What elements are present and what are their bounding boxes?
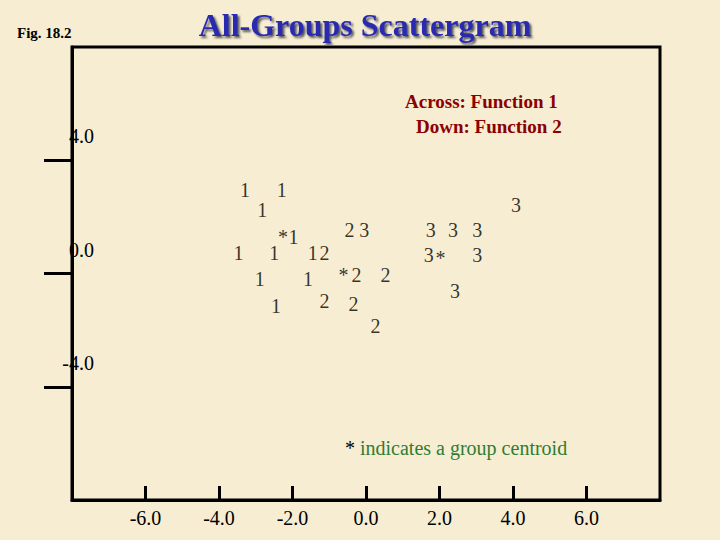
- svg-text:3: 3: [472, 244, 482, 266]
- svg-text:Fig. 18.2: Fig. 18.2: [17, 25, 72, 41]
- svg-text:2: 2: [349, 293, 359, 315]
- svg-text:3: 3: [359, 219, 369, 241]
- svg-text:indicates a group centroid: indicates a group centroid: [355, 437, 567, 460]
- svg-text:*: *: [278, 226, 288, 248]
- svg-text:2.0: 2.0: [427, 507, 452, 529]
- svg-text:-2.0: -2.0: [277, 507, 309, 529]
- svg-text:2: 2: [344, 219, 354, 241]
- svg-text:3: 3: [450, 280, 460, 302]
- svg-text:3: 3: [448, 219, 458, 241]
- svg-text:1: 1: [308, 242, 318, 264]
- svg-text:1: 1: [257, 199, 267, 221]
- svg-text:1: 1: [289, 226, 299, 248]
- svg-text:*: *: [339, 264, 349, 286]
- svg-text:6.0: 6.0: [574, 507, 599, 529]
- svg-text:2: 2: [319, 290, 329, 312]
- svg-text:All-Groups Scattergram: All-Groups Scattergram: [199, 7, 532, 43]
- svg-text:2: 2: [371, 315, 381, 337]
- svg-text:0.0: 0.0: [354, 507, 379, 529]
- svg-text:-6.0: -6.0: [130, 507, 162, 529]
- svg-text:0.0: 0.0: [69, 239, 94, 261]
- svg-text:2: 2: [319, 242, 329, 264]
- svg-text:1: 1: [303, 268, 313, 290]
- svg-text:*: *: [436, 247, 446, 269]
- svg-text:1: 1: [240, 179, 250, 201]
- svg-text:2: 2: [351, 264, 361, 286]
- svg-text:4.0: 4.0: [501, 507, 526, 529]
- svg-text:3: 3: [426, 219, 436, 241]
- svg-text:3: 3: [511, 194, 521, 216]
- svg-text:*: *: [345, 437, 355, 459]
- svg-text:3: 3: [424, 244, 434, 266]
- svg-text:1: 1: [255, 268, 265, 290]
- svg-text:Down: Function 2: Down: Function 2: [416, 116, 562, 137]
- svg-text:-4.0: -4.0: [62, 352, 94, 374]
- svg-text:-4.0: -4.0: [203, 507, 235, 529]
- svg-text:1: 1: [271, 295, 281, 317]
- svg-text:Across: Function 1: Across: Function 1: [405, 91, 558, 112]
- svg-text:1: 1: [233, 242, 243, 264]
- svg-text:2: 2: [380, 264, 390, 286]
- svg-text:1: 1: [277, 179, 287, 201]
- svg-text:4.0: 4.0: [69, 125, 94, 147]
- svg-text:3: 3: [472, 219, 482, 241]
- svg-text:1: 1: [269, 242, 280, 265]
